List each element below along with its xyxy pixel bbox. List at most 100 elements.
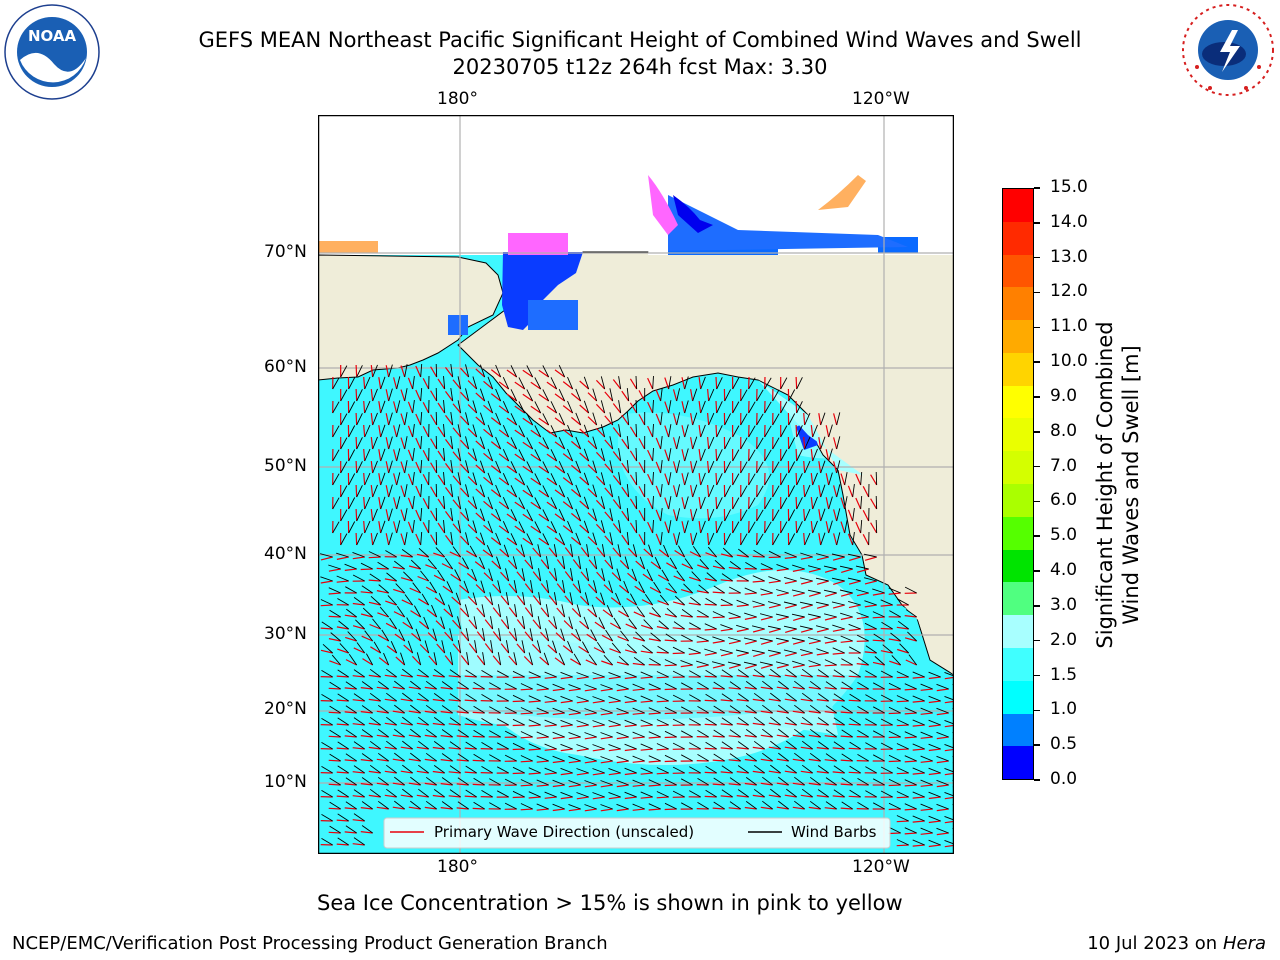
wave-direction-arrow xyxy=(629,378,638,390)
wind-barb xyxy=(713,801,725,810)
wave-direction-arrow xyxy=(546,405,558,414)
wave-direction-arrow xyxy=(400,698,413,702)
wind-barb xyxy=(558,509,566,522)
wave-direction-arrow xyxy=(647,473,654,486)
wind-barb xyxy=(660,412,663,426)
wave-direction-arrow xyxy=(385,600,397,606)
colorbar-tick-label: 11.0 xyxy=(1050,316,1088,337)
wave-direction-arrow xyxy=(832,699,845,702)
wind-barb xyxy=(880,670,893,678)
lat-label-10n: 10°N xyxy=(264,772,307,792)
wind-barb xyxy=(624,791,637,798)
wind-barb xyxy=(364,424,371,438)
wind-barb xyxy=(680,778,693,786)
wind-barb xyxy=(379,606,390,618)
wave-direction-arrow xyxy=(355,532,358,546)
wind-barb xyxy=(652,495,654,510)
wind-barb xyxy=(740,413,748,426)
wave-direction-arrow xyxy=(638,534,646,546)
wave-direction-arrow xyxy=(936,832,949,836)
wave-direction-arrow xyxy=(715,448,718,462)
wind-barb xyxy=(833,669,845,678)
wave-direction-arrow xyxy=(448,675,461,678)
wind-barb xyxy=(632,707,645,714)
wind-barb xyxy=(652,447,654,462)
wave-direction-arrow xyxy=(768,604,781,609)
ice-yellow-1 xyxy=(818,175,866,210)
wind-barb xyxy=(770,764,781,774)
wave-direction-arrow xyxy=(888,760,901,763)
wind-barb xyxy=(880,718,893,726)
wind-barb xyxy=(768,550,781,558)
wind-barb xyxy=(744,612,757,618)
wind-barb xyxy=(552,755,565,762)
wave-direction-arrow xyxy=(530,501,542,510)
colorbar-label-line1: Significant Height of Combined xyxy=(1093,321,1117,649)
wind-barb xyxy=(591,604,598,618)
wind-barb xyxy=(427,558,438,570)
wave-direction-arrow xyxy=(544,796,557,799)
wind-barb xyxy=(352,551,365,558)
wind-barb xyxy=(420,387,423,402)
wave-direction-arrow xyxy=(538,393,550,402)
wave-direction-arrow xyxy=(368,698,381,702)
wind-barb xyxy=(462,557,470,570)
wave-direction-arrow xyxy=(538,537,550,546)
wind-barb xyxy=(764,425,772,438)
wind-barb xyxy=(534,473,542,486)
wave-direction-arrow xyxy=(641,624,653,630)
wind-barb xyxy=(401,549,413,558)
wave-direction-arrow xyxy=(378,449,382,462)
wind-barb xyxy=(418,740,429,750)
wind-barb xyxy=(794,704,805,714)
wind-barb xyxy=(788,413,796,426)
wave-direction-arrow xyxy=(344,711,357,714)
wind-barb xyxy=(888,754,901,762)
wind-barb xyxy=(676,508,681,522)
wind-barb xyxy=(457,753,469,762)
wave-direction-arrow xyxy=(584,736,597,740)
wind-barb xyxy=(479,556,486,570)
wave-direction-arrow xyxy=(944,844,954,848)
wind-barb xyxy=(632,755,645,762)
wave-direction-arrow xyxy=(696,664,709,668)
wind-barb xyxy=(396,424,401,438)
wave-direction-arrow xyxy=(672,461,678,474)
wind-barb xyxy=(653,581,662,594)
wind-barb xyxy=(712,611,725,618)
wind-barb xyxy=(697,802,709,810)
wind-barb xyxy=(592,436,598,450)
wave-direction-arrow xyxy=(328,592,341,595)
wind-barb xyxy=(538,568,542,582)
wind-barb xyxy=(481,670,493,678)
lat-label-50n: 50°N xyxy=(264,456,307,476)
wave-direction-arrow xyxy=(579,595,590,606)
wind-barb xyxy=(321,670,333,678)
wind-barb xyxy=(807,613,821,618)
wave-direction-arrow xyxy=(862,534,870,546)
wind-barb xyxy=(778,680,789,690)
wave-direction-arrow xyxy=(474,561,486,570)
wind-barb xyxy=(550,425,558,438)
wind-barb xyxy=(542,533,550,546)
wave-direction-arrow xyxy=(344,614,357,618)
wave-direction-arrow xyxy=(506,513,518,522)
wave-direction-arrow xyxy=(944,772,954,776)
wave-direction-arrow xyxy=(424,758,437,762)
wind-barb xyxy=(568,755,581,762)
colorbar-tick-mark xyxy=(1034,256,1040,259)
wave-direction-arrow xyxy=(361,635,373,642)
wind-barb xyxy=(635,399,638,414)
wave-direction-arrow xyxy=(422,402,430,414)
wave-direction-arrow xyxy=(634,585,646,594)
wind-barb xyxy=(495,508,502,522)
wave-direction-arrow xyxy=(385,389,390,402)
wind-barb xyxy=(584,708,597,714)
wind-barb xyxy=(660,532,663,546)
wave-direction-arrow xyxy=(568,688,581,692)
wind-barb xyxy=(441,640,446,654)
wind-barb xyxy=(732,425,740,438)
wind-barb xyxy=(356,642,366,654)
wave-direction-arrow xyxy=(472,735,485,738)
wave-direction-arrow xyxy=(460,367,470,378)
